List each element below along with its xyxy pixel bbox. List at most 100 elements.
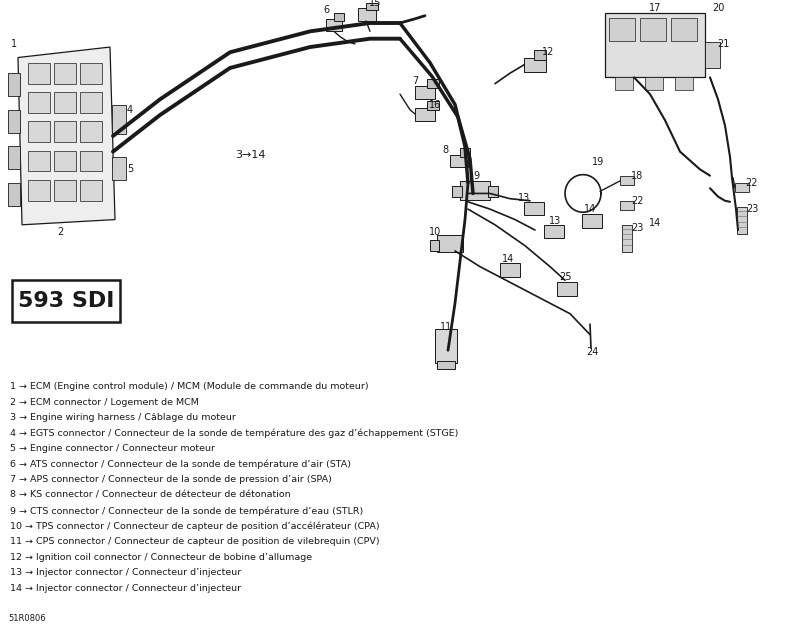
- Text: 25: 25: [558, 272, 571, 282]
- Text: 15: 15: [369, 0, 381, 8]
- Bar: [450, 155, 468, 167]
- Bar: [582, 215, 602, 228]
- Bar: [326, 19, 342, 31]
- Text: 51R0806: 51R0806: [8, 614, 46, 623]
- Bar: [460, 181, 490, 200]
- Bar: [557, 282, 577, 296]
- Text: 13: 13: [549, 216, 561, 226]
- Text: 3→14: 3→14: [234, 150, 266, 160]
- Text: 1 → ECM (Engine control module) / MCM (Module de commande du moteur): 1 → ECM (Engine control module) / MCM (M…: [10, 383, 369, 391]
- Text: 14: 14: [584, 204, 596, 214]
- Text: 23: 23: [746, 204, 758, 214]
- Bar: [500, 263, 520, 277]
- Bar: [80, 63, 102, 84]
- Bar: [28, 63, 50, 84]
- Text: 11: 11: [440, 322, 452, 332]
- Text: 7 → APS connector / Connecteur de la sonde de pression d’air (SPA): 7 → APS connector / Connecteur de la son…: [10, 475, 332, 484]
- Text: 18: 18: [631, 171, 643, 181]
- Bar: [28, 150, 50, 172]
- Text: 6 → ATS connector / Connecteur de la sonde de température d’air (STA): 6 → ATS connector / Connecteur de la son…: [10, 460, 351, 469]
- Bar: [435, 329, 457, 363]
- Text: 13: 13: [518, 193, 530, 203]
- Text: 4: 4: [127, 105, 133, 115]
- Bar: [12, 280, 120, 322]
- Bar: [534, 50, 546, 60]
- Bar: [334, 12, 344, 21]
- Text: 9 → CTS connector / Connecteur de la sonde de température d’eau (STLR): 9 → CTS connector / Connecteur de la son…: [10, 506, 363, 515]
- Text: 4 → EGTS connector / Connecteur de la sonde de température des gaz d’échappement: 4 → EGTS connector / Connecteur de la so…: [10, 429, 458, 438]
- Text: 14 → Injector connector / Connecteur d’injecteur: 14 → Injector connector / Connecteur d’i…: [10, 583, 241, 593]
- Bar: [640, 17, 666, 41]
- Text: 23: 23: [631, 223, 643, 233]
- Bar: [80, 180, 102, 201]
- Text: 11 → CPS connector / Connecteur de capteur de position de vilebrequin (CPV): 11 → CPS connector / Connecteur de capte…: [10, 537, 380, 546]
- Bar: [54, 180, 76, 201]
- Bar: [460, 149, 470, 157]
- Bar: [735, 183, 749, 192]
- Text: 19: 19: [592, 157, 604, 167]
- Text: 3 → Engine wiring harness / Câblage du moteur: 3 → Engine wiring harness / Câblage du m…: [10, 413, 236, 422]
- Text: 10 → TPS connector / Connecteur de capteur de position d’accélérateur (CPA): 10 → TPS connector / Connecteur de capte…: [10, 522, 380, 531]
- Bar: [8, 73, 20, 96]
- Bar: [28, 121, 50, 142]
- Bar: [437, 361, 455, 369]
- Text: 12 → Ignition coil connector / Connecteur de bobine d’allumage: 12 → Ignition coil connector / Connecteu…: [10, 553, 312, 562]
- Text: 6: 6: [323, 6, 329, 16]
- Bar: [609, 17, 635, 41]
- Bar: [28, 180, 50, 201]
- Text: 8 → KS connector / Connecteur de détecteur de détonation: 8 → KS connector / Connecteur de détecte…: [10, 490, 290, 500]
- Bar: [54, 150, 76, 172]
- Bar: [427, 79, 439, 88]
- Bar: [80, 92, 102, 113]
- Bar: [54, 121, 76, 142]
- Bar: [8, 147, 20, 169]
- Text: 5 → Engine connector / Connecteur moteur: 5 → Engine connector / Connecteur moteur: [10, 444, 215, 453]
- Text: 22: 22: [746, 178, 758, 188]
- Bar: [452, 186, 462, 197]
- Text: 12: 12: [542, 47, 554, 57]
- Bar: [8, 110, 20, 133]
- Bar: [28, 92, 50, 113]
- Bar: [430, 240, 439, 251]
- Bar: [524, 202, 544, 215]
- Bar: [615, 77, 633, 90]
- Text: 14: 14: [502, 255, 514, 265]
- Bar: [620, 201, 634, 210]
- Bar: [544, 225, 564, 238]
- Bar: [705, 42, 720, 68]
- Text: 8: 8: [442, 145, 448, 155]
- Text: 17: 17: [649, 3, 661, 13]
- Text: 20: 20: [712, 3, 724, 13]
- Bar: [80, 150, 102, 172]
- Text: 593 SDI: 593 SDI: [18, 291, 114, 311]
- Bar: [671, 17, 697, 41]
- Text: 14: 14: [649, 218, 661, 228]
- Bar: [622, 225, 632, 252]
- Text: 2: 2: [57, 227, 63, 237]
- Bar: [675, 77, 693, 90]
- Text: 2 → ECM connector / Logement de MCM: 2 → ECM connector / Logement de MCM: [10, 398, 199, 407]
- Bar: [54, 92, 76, 113]
- Text: 22: 22: [630, 196, 643, 206]
- Text: 13 → Injector connector / Connecteur d’injecteur: 13 → Injector connector / Connecteur d’i…: [10, 568, 242, 577]
- Bar: [524, 57, 546, 72]
- Bar: [620, 176, 634, 185]
- Bar: [366, 3, 378, 11]
- Text: 7: 7: [412, 76, 418, 85]
- Text: 21: 21: [717, 39, 729, 49]
- Bar: [605, 12, 705, 77]
- Bar: [645, 77, 663, 90]
- Bar: [415, 108, 435, 121]
- Bar: [54, 63, 76, 84]
- Text: 10: 10: [429, 227, 441, 237]
- Bar: [488, 186, 498, 197]
- Polygon shape: [18, 47, 115, 225]
- Bar: [112, 157, 126, 180]
- Bar: [427, 102, 439, 110]
- Bar: [437, 235, 463, 252]
- Text: 5: 5: [127, 164, 133, 174]
- Bar: [80, 121, 102, 142]
- Text: 1: 1: [11, 39, 17, 49]
- Bar: [737, 207, 747, 234]
- Text: 16: 16: [429, 100, 441, 110]
